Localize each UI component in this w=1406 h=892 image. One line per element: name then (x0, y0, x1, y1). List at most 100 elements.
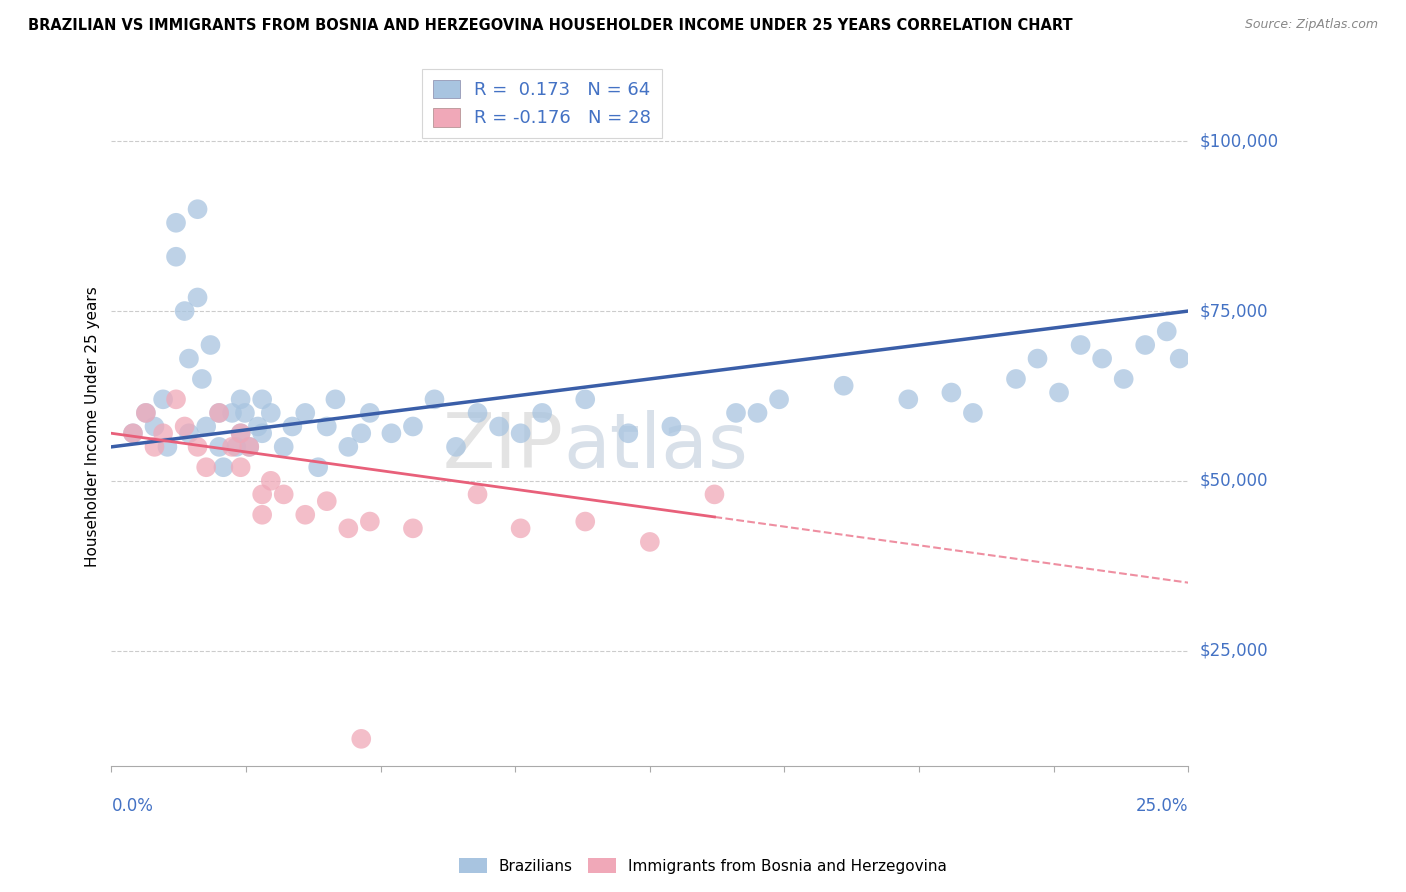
Point (281, 419, 304, 434)
Point (250, 392, 273, 407)
Point (233, 406, 256, 420)
Point (238, 440, 260, 454)
Point (273, 487, 295, 501)
Point (122, 426, 145, 441)
Point (509, 426, 531, 441)
Point (661, 419, 683, 434)
Point (1168, 351, 1191, 366)
Text: $75,000: $75,000 (1199, 302, 1268, 320)
Text: Source: ZipAtlas.com: Source: ZipAtlas.com (1244, 18, 1378, 31)
Point (337, 440, 360, 454)
Point (1047, 385, 1070, 400)
Text: $50,000: $50,000 (1199, 472, 1268, 490)
Point (1112, 372, 1135, 386)
Point (195, 419, 218, 434)
Point (402, 521, 425, 535)
Legend: R =  0.173   N = 64, R = -0.176   N = 28: R = 0.173 N = 64, R = -0.176 N = 28 (422, 69, 662, 138)
Point (294, 508, 316, 522)
Point (1005, 372, 1028, 386)
Point (703, 487, 725, 501)
Point (617, 426, 640, 441)
Point (350, 426, 373, 441)
Text: $100,000: $100,000 (1199, 132, 1278, 150)
Point (509, 521, 531, 535)
Point (359, 406, 381, 420)
Point (273, 440, 295, 454)
Point (156, 440, 179, 454)
Point (832, 378, 855, 392)
Point (165, 392, 187, 407)
Legend: Brazilians, Immigrants from Bosnia and Herzegovina: Brazilians, Immigrants from Bosnia and H… (453, 852, 953, 880)
Point (152, 392, 174, 407)
Point (191, 372, 214, 386)
Point (531, 406, 554, 420)
Point (250, 426, 273, 441)
Point (165, 250, 187, 264)
Point (467, 487, 489, 501)
Point (897, 392, 920, 407)
Point (152, 426, 174, 441)
Text: $25,000: $25,000 (1199, 641, 1268, 659)
Point (187, 440, 209, 454)
Point (337, 521, 360, 535)
Point (768, 392, 790, 407)
Point (246, 419, 269, 434)
Point (574, 515, 596, 529)
Point (294, 406, 316, 420)
Text: atlas: atlas (564, 409, 748, 483)
Point (165, 216, 187, 230)
Point (208, 440, 231, 454)
Text: 25.0%: 25.0% (1136, 797, 1188, 814)
Point (325, 392, 347, 407)
Point (1135, 338, 1157, 352)
Point (941, 385, 963, 400)
Point (212, 460, 235, 475)
Point (122, 426, 145, 441)
Point (250, 487, 273, 501)
Point (315, 494, 337, 508)
Point (1070, 338, 1092, 352)
Point (221, 440, 243, 454)
Point (195, 460, 218, 475)
Point (250, 508, 273, 522)
Point (350, 731, 373, 746)
Point (143, 419, 166, 434)
Point (187, 290, 209, 304)
Point (260, 406, 283, 420)
Point (177, 351, 200, 366)
Point (229, 392, 252, 407)
Point (173, 304, 195, 318)
Point (229, 426, 252, 441)
Point (402, 419, 425, 434)
Point (488, 419, 510, 434)
Point (229, 460, 252, 475)
Point (135, 406, 157, 420)
Point (444, 440, 467, 454)
Point (200, 338, 222, 352)
Point (187, 202, 209, 217)
Point (1091, 351, 1114, 366)
Point (177, 426, 200, 441)
Point (574, 392, 596, 407)
Point (225, 440, 247, 454)
Point (1156, 325, 1178, 339)
Point (359, 515, 381, 529)
Point (229, 426, 252, 441)
Point (135, 406, 157, 420)
Point (221, 406, 243, 420)
Point (307, 460, 329, 475)
Point (467, 406, 489, 420)
Point (1026, 351, 1049, 366)
Point (380, 426, 402, 441)
Point (208, 406, 231, 420)
Point (724, 406, 747, 420)
Point (315, 419, 337, 434)
Point (747, 406, 769, 420)
Point (962, 406, 984, 420)
Point (638, 535, 661, 549)
Text: 0.0%: 0.0% (111, 797, 153, 814)
Point (143, 440, 166, 454)
Text: ZIP: ZIP (443, 409, 564, 483)
Point (423, 392, 446, 407)
Y-axis label: Householder Income Under 25 years: Householder Income Under 25 years (86, 286, 100, 566)
